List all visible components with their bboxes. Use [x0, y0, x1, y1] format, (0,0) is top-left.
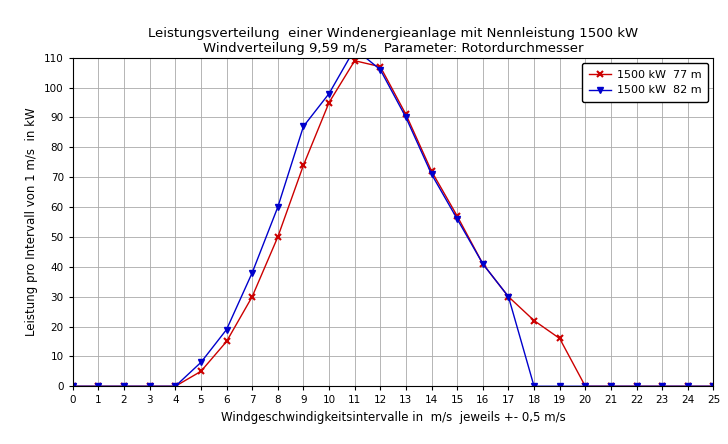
1500 kW  77 m — [504, 294, 513, 299]
1500 kW  82 m — [274, 204, 282, 210]
1500 kW  82 m — [146, 384, 154, 389]
1500 kW  77 m — [427, 169, 436, 174]
1500 kW  82 m — [171, 384, 180, 389]
1500 kW  77 m — [350, 58, 359, 63]
1500 kW  82 m — [709, 384, 718, 389]
1500 kW  82 m — [427, 171, 436, 177]
1500 kW  82 m — [119, 384, 128, 389]
1500 kW  82 m — [248, 270, 256, 275]
1500 kW  77 m — [68, 384, 77, 389]
1500 kW  77 m — [171, 384, 180, 389]
1500 kW  82 m — [376, 67, 384, 72]
1500 kW  77 m — [530, 318, 539, 323]
1500 kW  82 m — [555, 384, 564, 389]
1500 kW  77 m — [94, 384, 103, 389]
1500 kW  82 m — [658, 384, 667, 389]
1500 kW  77 m — [606, 384, 615, 389]
1500 kW  82 m — [530, 384, 539, 389]
1500 kW  82 m — [453, 216, 462, 222]
1500 kW  77 m — [555, 336, 564, 341]
1500 kW  82 m — [606, 384, 615, 389]
1500 kW  77 m — [248, 294, 256, 299]
1500 kW  77 m — [197, 369, 205, 374]
1500 kW  82 m — [581, 384, 590, 389]
1500 kW  77 m — [658, 384, 667, 389]
1500 kW  77 m — [299, 163, 308, 168]
1500 kW  82 m — [94, 384, 103, 389]
1500 kW  77 m — [478, 261, 487, 266]
1500 kW  77 m — [632, 384, 641, 389]
1500 kW  82 m — [350, 46, 359, 52]
1500 kW  77 m — [222, 339, 231, 344]
Line: 1500 kW  82 m: 1500 kW 82 m — [70, 46, 716, 389]
1500 kW  77 m — [402, 112, 411, 117]
1500 kW  77 m — [709, 384, 718, 389]
X-axis label: Windgeschwindigkeitsintervalle in  m/s  jeweils +- 0,5 m/s: Windgeschwindigkeitsintervalle in m/s je… — [221, 411, 566, 424]
1500 kW  82 m — [68, 384, 77, 389]
1500 kW  82 m — [197, 360, 205, 365]
1500 kW  82 m — [402, 115, 411, 120]
1500 kW  77 m — [119, 384, 128, 389]
1500 kW  82 m — [222, 327, 231, 332]
1500 kW  82 m — [325, 91, 333, 96]
1500 kW  77 m — [146, 384, 154, 389]
1500 kW  77 m — [376, 64, 384, 69]
1500 kW  82 m — [504, 294, 513, 299]
1500 kW  82 m — [478, 261, 487, 266]
1500 kW  77 m — [684, 384, 692, 389]
1500 kW  82 m — [684, 384, 692, 389]
Y-axis label: Leistung pro Intervall von 1 m/s  in kW: Leistung pro Intervall von 1 m/s in kW — [25, 108, 39, 336]
Legend: 1500 kW  77 m, 1500 kW  82 m: 1500 kW 77 m, 1500 kW 82 m — [582, 63, 708, 102]
1500 kW  82 m — [299, 124, 308, 129]
1500 kW  77 m — [453, 214, 462, 219]
1500 kW  77 m — [274, 234, 282, 240]
Line: 1500 kW  77 m: 1500 kW 77 m — [70, 58, 716, 389]
1500 kW  77 m — [325, 100, 333, 105]
Title: Leistungsverteilung  einer Windenergieanlage mit Nennleistung 1500 kW
Windvertei: Leistungsverteilung einer Windenergieanl… — [148, 27, 638, 55]
1500 kW  77 m — [581, 384, 590, 389]
1500 kW  82 m — [632, 384, 641, 389]
